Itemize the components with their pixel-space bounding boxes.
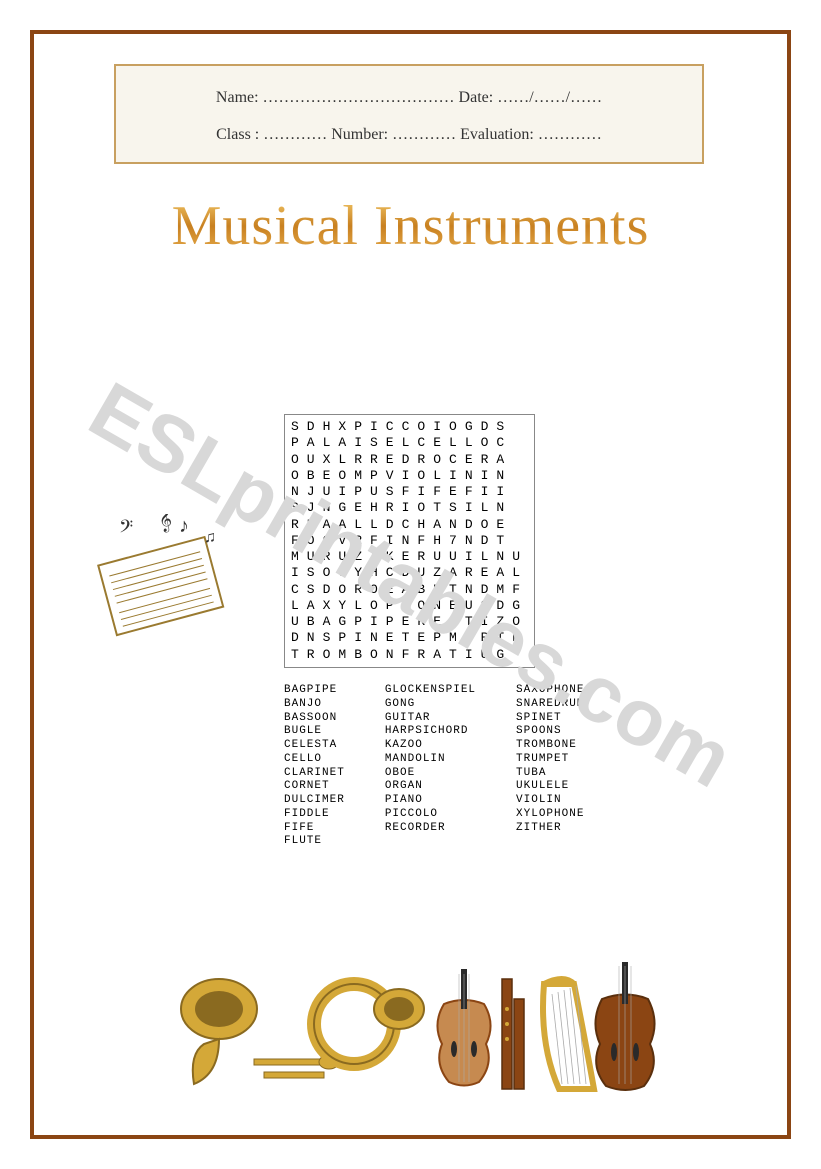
svg-text:♫: ♫: [204, 529, 216, 546]
word-item: GLOCKENSPIEL: [385, 684, 476, 698]
header-line-2: Class : ………… Number: ………… Evaluation: ………: [136, 121, 682, 150]
word-column-3: SAXOPHONE SNAREDRUM SPINET SPOONS TROMBO…: [516, 684, 584, 849]
word-column-1: BAGPIPE BANJO BASSOON BUGLE CELESTA CELL…: [284, 684, 345, 849]
word-item: UKULELE: [516, 780, 584, 794]
puzzle-row: CSDOROEABUTNDMF: [291, 582, 528, 598]
word-item: TROMBONE: [516, 739, 584, 753]
word-item: XYLOPHONE: [516, 808, 584, 822]
puzzle-row: PALAISELCELLOC: [291, 435, 528, 451]
instruments-icon: [164, 954, 664, 1104]
word-item: PICCOLO: [385, 808, 476, 822]
word-item: SPOONS: [516, 725, 584, 739]
word-item: VIOLIN: [516, 794, 584, 808]
word-item: OBOE: [385, 767, 476, 781]
word-item: SPINET: [516, 712, 584, 726]
header-line-1: Name: ……………………………… Date: ……/……/……: [136, 84, 682, 113]
word-item: BUGLE: [284, 725, 345, 739]
puzzle-row: TROMBONFRATIUG: [291, 647, 528, 663]
svg-text:𝄞: 𝄞: [159, 514, 172, 532]
puzzle-row: UBAGPIPEREHTIZO: [291, 614, 528, 630]
svg-text:♪: ♪: [179, 515, 189, 537]
word-item: GONG: [385, 698, 476, 712]
word-item: TRUMPET: [516, 753, 584, 767]
word-item: SNAREDRUM: [516, 698, 584, 712]
word-item: FLUTE: [284, 835, 345, 849]
word-list: BAGPIPE BANJO BASSOON BUGLE CELESTA CELL…: [284, 684, 584, 849]
puzzle-row: SDHXPICCOIOGDS: [291, 419, 528, 435]
puzzle-row: MURUZAKERUUILNU: [291, 549, 528, 565]
puzzle-row: SJNGEHRIOTSILN: [291, 500, 528, 516]
word-item: KAZOO: [385, 739, 476, 753]
word-item: SAXOPHONE: [516, 684, 584, 698]
word-item: MANDOLIN: [385, 753, 476, 767]
word-item: PIANO: [385, 794, 476, 808]
word-item: FIFE: [284, 822, 345, 836]
word-item: CLARINET: [284, 767, 345, 781]
puzzle-row: LAXYLOPHONEUSDG: [291, 598, 528, 614]
word-item: BAGPIPE: [284, 684, 345, 698]
puzzle-row: DNSPINETEPMURTN: [291, 630, 528, 646]
word-item: HARPSICHORD: [385, 725, 476, 739]
word-item: BANJO: [284, 698, 345, 712]
page-border: Name: ……………………………… Date: ……/……/…… Class …: [30, 30, 791, 1139]
puzzle-row: FOGVRFINFH7NDT: [291, 533, 528, 549]
info-header-box: Name: ……………………………… Date: ……/……/…… Class …: [114, 64, 704, 164]
wordsearch-grid: SDHXPICCOIOGDS PALAISELCELLOC OUXLRREDRO…: [284, 414, 535, 668]
word-item: FIDDLE: [284, 808, 345, 822]
page-title: Musical Instruments: [34, 194, 787, 258]
word-item: DULCIMER: [284, 794, 345, 808]
sheet-music-icon: 𝄢 ♪ ♫ 𝄞: [84, 514, 244, 644]
word-item: GUITAR: [385, 712, 476, 726]
puzzle-row: NJUIPUSFIFEFII: [291, 484, 528, 500]
svg-text:𝄢: 𝄢: [119, 516, 133, 541]
puzzle-row: OUXLRREDROCERA: [291, 452, 528, 468]
word-item: RECORDER: [385, 822, 476, 836]
puzzle-row: RNAALLDCHANDOE: [291, 517, 528, 533]
word-column-2: GLOCKENSPIEL GONG GUITAR HARPSICHORD KAZ…: [385, 684, 476, 849]
puzzle-row: ISOJYHCDUZAREAL: [291, 565, 528, 581]
word-item: CELESTA: [284, 739, 345, 753]
word-item: ORGAN: [385, 780, 476, 794]
puzzle-row: OBEOMPVIOLININ: [291, 468, 528, 484]
word-item: BASSOON: [284, 712, 345, 726]
word-item: TUBA: [516, 767, 584, 781]
word-item: CORNET: [284, 780, 345, 794]
word-item: ZITHER: [516, 822, 584, 836]
word-item: CELLO: [284, 753, 345, 767]
